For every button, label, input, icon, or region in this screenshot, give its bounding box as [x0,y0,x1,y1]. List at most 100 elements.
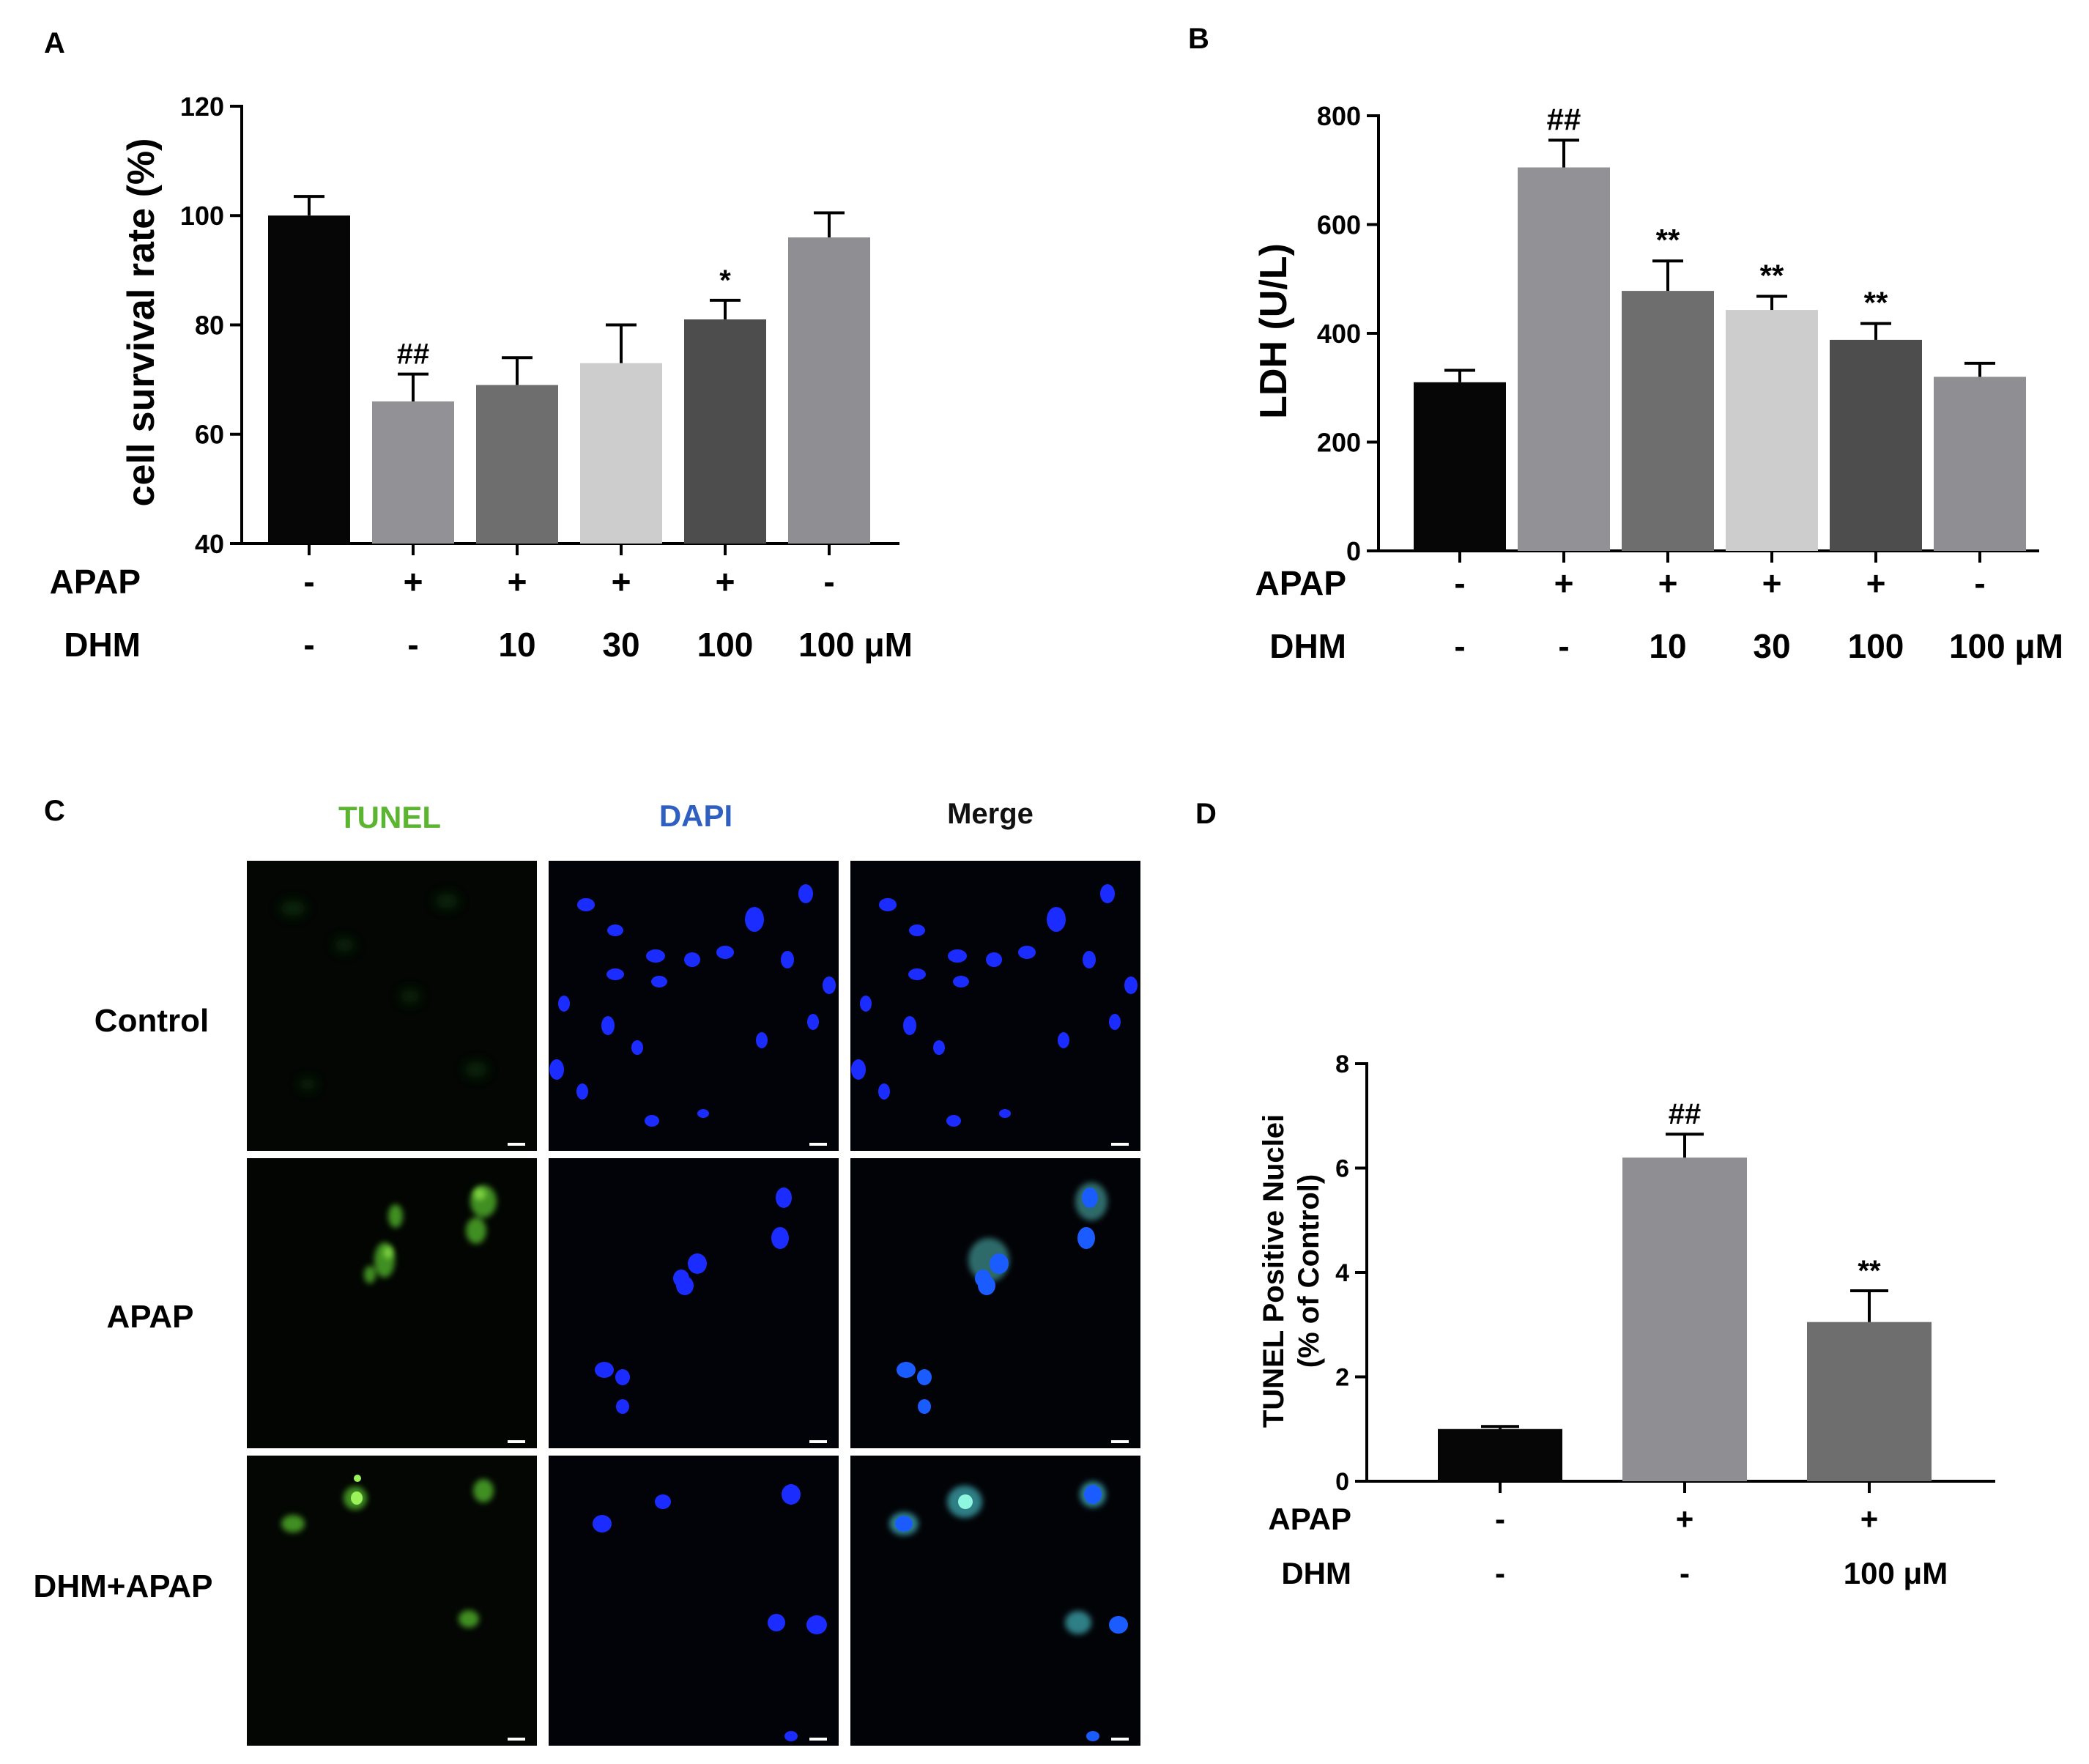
y-tick-label: 80 [195,310,224,340]
condition-value: 100 μM [798,626,913,664]
condition-value: 100 μM [1949,627,2063,665]
bar [1726,310,1818,551]
micrograph-panel: TUNEL DAPI Merge Control APAP DHM+APAP [34,798,1140,1746]
y-axis-label: LDH (U/L) [1253,243,1295,419]
significance-label: ## [1669,1098,1702,1130]
y-tick-label: 100 [180,201,224,231]
condition-value: + [1762,564,1782,602]
condition-value: 30 [1753,627,1790,665]
row-label-dhm-apap: DHM+APAP [34,1568,213,1604]
condition-value: + [1676,1502,1694,1536]
chart-b: 0 200 400 600 800 LDH (U/L) ## ** ** ** APAP - + + + + -… [1253,101,2063,665]
bar [1622,291,1714,551]
condition-row-label: DHM [1269,627,1346,665]
condition-value: + [1860,1502,1879,1536]
panel-label-d: D [1195,798,1217,830]
condition-value: 100 [697,626,754,664]
bar [1414,382,1506,551]
panel-label-b: B [1188,23,1209,55]
y-tick-label: 0 [1346,536,1361,566]
y-tick-label: 600 [1317,210,1361,240]
column-header-merge: Merge [947,798,1034,830]
bar [476,385,558,544]
bar [1807,1322,1932,1481]
y-axis-label: TUNEL Positive Nuclei [1258,1114,1290,1428]
condition-value: + [404,563,423,601]
significance-label: ## [1547,102,1581,136]
condition-row-label: APAP [50,563,141,601]
condition-value: + [612,563,631,601]
condition-row-label: DHM [1281,1556,1351,1590]
y-tick-label: 120 [180,92,224,122]
y-tick-label: 400 [1317,319,1361,349]
column-header-tunel: TUNEL [338,800,441,834]
micrograph-control-tunel [247,861,537,1151]
chart-a: 40 60 80 100 120 cell survival rate (%) ## * APA… [50,92,913,664]
condition-value: + [508,563,527,601]
micrograph-dhm-apap-merge [850,1456,1140,1746]
significance-label: ** [1864,286,1888,320]
y-tick-label: 0 [1335,1468,1349,1496]
condition-value: + [1866,564,1886,602]
condition-value: - [1680,1556,1690,1590]
condition-value: 10 [498,626,535,664]
bar [1830,339,1922,551]
bar [1934,377,2026,551]
significance-label: ## [397,338,430,371]
y-tick-label: 8 [1335,1050,1349,1078]
condition-value: + [716,563,735,601]
bar [580,363,662,544]
chart-d: 0 2 4 6 8 TUNEL Positive Nuclei (% of Control)… [1258,1050,1995,1590]
condition-value: - [1558,627,1569,665]
condition-value: - [1454,564,1465,602]
condition-value: - [1974,564,1985,602]
bar [1438,1428,1562,1481]
y-axis-label: cell survival rate (%) [120,138,163,507]
significance-label: * [719,264,731,297]
condition-value: 10 [1649,627,1686,665]
condition-value: 100 [1848,627,1904,665]
condition-value: - [407,626,418,664]
y-axis-label-2: (% of Control) [1293,1174,1325,1368]
column-header-dapi: DAPI [659,798,732,833]
row-label-apap: APAP [107,1299,194,1335]
condition-value: 100 μM [1844,1556,1948,1590]
y-tick-label: 2 [1335,1364,1349,1392]
panel-label-a: A [44,27,65,59]
bar [1518,167,1610,552]
condition-value: - [303,563,314,601]
bar [372,401,454,544]
significance-label: ** [1760,259,1784,293]
bar [1622,1157,1747,1481]
panel-label-c: C [44,795,65,827]
micrograph-dhm-apap-dapi [549,1456,839,1746]
micrograph-apap-tunel [247,1158,537,1448]
y-tick-label: 4 [1335,1259,1349,1287]
significance-label: ** [1656,223,1680,257]
bar [684,319,766,544]
y-tick-label: 60 [195,420,224,450]
condition-value: - [303,626,314,664]
condition-row-label: APAP [1255,564,1346,602]
y-tick-label: 200 [1317,427,1361,457]
y-tick-label: 800 [1317,101,1361,131]
y-tick-label: 6 [1335,1155,1349,1183]
condition-value: 30 [602,626,639,664]
micrograph-control-merge [850,861,1140,1151]
significance-label: ** [1858,1255,1881,1287]
condition-value: - [823,563,834,601]
condition-value: - [1454,627,1465,665]
bar [788,237,870,544]
condition-row-label: APAP [1268,1502,1351,1536]
condition-value: + [1554,564,1574,602]
row-label-control: Control [94,1003,209,1039]
condition-value: - [1495,1556,1505,1590]
micrograph-dhm-apap-tunel [247,1456,537,1746]
condition-value: + [1658,564,1678,602]
condition-value: - [1495,1502,1505,1536]
condition-row-label: DHM [64,626,141,664]
y-tick-label: 40 [195,529,224,559]
micrograph-apap-merge [850,1158,1140,1448]
micrograph-control-dapi [549,861,839,1151]
